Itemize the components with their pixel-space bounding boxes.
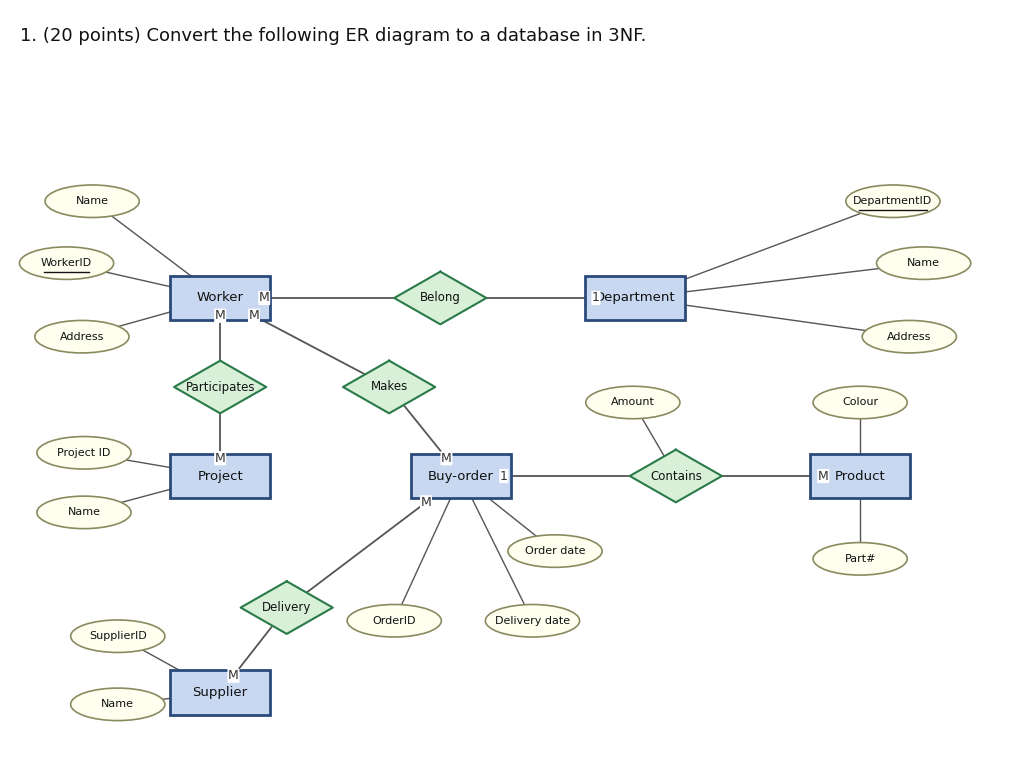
Polygon shape	[630, 450, 722, 502]
Text: Name: Name	[68, 508, 100, 517]
Text: Name: Name	[101, 700, 134, 709]
Bar	[170, 454, 270, 498]
Text: Address: Address	[59, 332, 104, 341]
Text: Project: Project	[198, 470, 243, 482]
Text: SupplierID: SupplierID	[89, 632, 146, 641]
Ellipse shape	[71, 620, 165, 652]
Ellipse shape	[37, 496, 131, 529]
Ellipse shape	[71, 688, 165, 721]
Text: M: M	[441, 452, 452, 464]
Text: WorkerID: WorkerID	[41, 259, 92, 268]
Text: Amount: Amount	[611, 398, 654, 407]
Ellipse shape	[877, 247, 971, 279]
Text: Participates: Participates	[185, 381, 255, 393]
Text: Contains: Contains	[650, 470, 701, 482]
Text: Order date: Order date	[524, 546, 586, 556]
Text: M: M	[818, 470, 828, 482]
Polygon shape	[174, 361, 266, 413]
Ellipse shape	[485, 604, 580, 637]
Ellipse shape	[19, 247, 114, 279]
Ellipse shape	[813, 386, 907, 419]
Text: M: M	[421, 496, 431, 509]
Bar	[411, 454, 511, 498]
Bar	[585, 276, 685, 320]
Ellipse shape	[347, 604, 441, 637]
Text: Name: Name	[907, 259, 940, 268]
Ellipse shape	[45, 185, 139, 217]
Ellipse shape	[37, 437, 131, 469]
Text: Department: Department	[595, 292, 675, 304]
Ellipse shape	[35, 320, 129, 353]
Ellipse shape	[846, 185, 940, 217]
Text: Colour: Colour	[842, 398, 879, 407]
Text: M: M	[215, 310, 225, 322]
Text: Buy-order: Buy-order	[428, 470, 494, 482]
Text: Project ID: Project ID	[57, 448, 111, 457]
Text: DepartmentID: DepartmentID	[853, 197, 933, 206]
Text: M: M	[259, 292, 269, 304]
Text: Part#: Part#	[845, 554, 876, 563]
Text: Product: Product	[835, 470, 886, 482]
Text: M: M	[228, 670, 239, 682]
Text: 1. (20 points) Convert the following ER diagram to a database in 3NF.: 1. (20 points) Convert the following ER …	[20, 27, 647, 45]
Text: 1: 1	[500, 470, 508, 482]
Ellipse shape	[862, 320, 956, 353]
Text: Worker: Worker	[197, 292, 244, 304]
Text: Supplier: Supplier	[193, 687, 248, 699]
Text: 1: 1	[592, 292, 600, 304]
Polygon shape	[394, 272, 486, 324]
Text: Delivery date: Delivery date	[495, 616, 570, 625]
Text: Name: Name	[76, 197, 109, 206]
Ellipse shape	[813, 543, 907, 575]
Ellipse shape	[586, 386, 680, 419]
Ellipse shape	[508, 535, 602, 567]
Text: Delivery: Delivery	[262, 601, 311, 614]
Text: OrderID: OrderID	[373, 616, 416, 625]
Bar	[170, 670, 270, 715]
Bar	[170, 276, 270, 320]
Text: Makes: Makes	[371, 381, 408, 393]
Text: Belong: Belong	[420, 292, 461, 304]
Polygon shape	[343, 361, 435, 413]
Polygon shape	[241, 581, 333, 634]
Bar	[810, 454, 910, 498]
Text: M: M	[215, 452, 225, 464]
Text: Address: Address	[887, 332, 932, 341]
Text: M: M	[249, 310, 259, 322]
